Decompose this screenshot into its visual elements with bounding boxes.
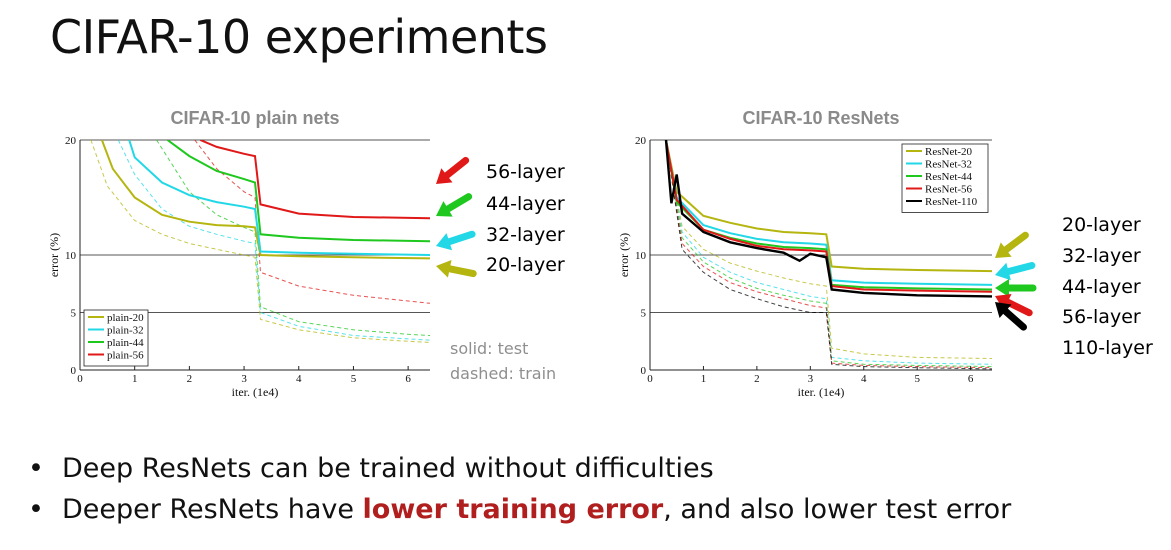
resnet-arrow-label: 56-layer bbox=[1062, 306, 1141, 328]
y-tick-label: 10 bbox=[635, 250, 647, 262]
x-tick-label: 5 bbox=[914, 373, 920, 385]
x-tick-label: 3 bbox=[808, 373, 814, 385]
y-tick-label: 5 bbox=[71, 308, 77, 320]
legend-box bbox=[83, 309, 149, 367]
x-tick-label: 6 bbox=[405, 373, 411, 385]
test-line-ResNet-110 bbox=[664, 140, 992, 298]
bullet-item: • Deep ResNets can be trained without dif… bbox=[28, 448, 1011, 489]
plot-area bbox=[90, 140, 430, 343]
resnet-arrow-32-layer-icon-shaft bbox=[1005, 262, 1036, 275]
plain-arrow-44-layer-icon-head bbox=[436, 201, 453, 217]
y-tick-label: 20 bbox=[635, 135, 647, 147]
resnet-arrow-label: 44-layer bbox=[1062, 276, 1141, 298]
resnet-arrow-20-layer-icon-shaft bbox=[1002, 231, 1029, 254]
plain-arrow-label: 32-layer bbox=[486, 224, 565, 246]
x-tick-label: 1 bbox=[132, 373, 138, 385]
test-line-plain-20 bbox=[100, 140, 430, 260]
x-tick-label: 0 bbox=[77, 373, 83, 385]
legend-label-plain-20: plain-20 bbox=[107, 312, 144, 324]
legend-label-plain-44: plain-44 bbox=[107, 337, 144, 349]
x-tick-label: 5 bbox=[351, 373, 357, 385]
y-tick-label: 0 bbox=[641, 365, 647, 377]
test-line-plain-44 bbox=[166, 140, 430, 243]
plain-arrow-44-layer-icon-shaft bbox=[444, 193, 473, 213]
bullet-dot-icon: • bbox=[28, 494, 44, 525]
resnet-arrow-label: 110-layer bbox=[1062, 337, 1153, 359]
y-tick-label: 20 bbox=[65, 135, 77, 147]
x-tick-label: 3 bbox=[241, 373, 247, 385]
resnet-arrow-32-layer-icon-head bbox=[995, 262, 1011, 281]
resnet-arrow-56-layer-icon-head bbox=[995, 294, 1012, 311]
plain-arrow-32-layer-icon-shaft bbox=[445, 230, 476, 246]
plain-arrow-20-layer-icon-shaft bbox=[446, 265, 477, 278]
legend-note-test: solid: test bbox=[450, 339, 528, 358]
x-tick-label: 2 bbox=[754, 373, 760, 385]
legend-label-ResNet-44: ResNet-44 bbox=[925, 171, 973, 183]
plain-arrow-label: 44-layer bbox=[486, 193, 565, 215]
resnets-chart: CIFAR-10 ResNets 0 1 2 3 4 5 6 0 5 10 20 iter. (1e4)… bbox=[617, 108, 1153, 399]
x-axis-label: iter. (1e4) bbox=[798, 385, 845, 399]
legend-note-train: dashed: train bbox=[450, 364, 556, 383]
bullet-text-tail: , and also lower test error bbox=[663, 494, 1012, 525]
legend-label-ResNet-20: ResNet-20 bbox=[925, 146, 973, 158]
bullet-list: • Deep ResNets can be trained without dif… bbox=[28, 448, 1011, 530]
train-line-ResNet-44 bbox=[665, 140, 992, 368]
train-line-ResNet-32 bbox=[665, 140, 992, 365]
x-tick-label: 4 bbox=[861, 373, 867, 385]
legend-label-ResNet-110: ResNet-110 bbox=[925, 196, 978, 208]
test-line-plain-56 bbox=[199, 140, 430, 220]
train-line-plain-32 bbox=[117, 140, 430, 341]
plain-arrow-56-layer-icon-head bbox=[436, 168, 453, 184]
train-line-ResNet-110 bbox=[665, 140, 992, 370]
bullet-dot-icon: • bbox=[28, 453, 44, 484]
bullet-highlight: lower training error bbox=[362, 494, 664, 525]
plain-arrow-56-layer-icon-shaft bbox=[443, 156, 470, 179]
resnet-arrow-44-layer-icon-head bbox=[995, 279, 1009, 297]
train-line-ResNet-20 bbox=[665, 140, 992, 359]
legend-label-ResNet-32: ResNet-32 bbox=[925, 159, 972, 171]
plain-nets-chart: CIFAR-10 plain nets 0 1 2 3 4 5 6 0 5 10 20 iter. (1… bbox=[47, 108, 565, 399]
plain-arrow-32-layer-icon-head bbox=[436, 233, 453, 251]
resnet-arrow-56-layer-icon-shaft bbox=[1004, 298, 1033, 317]
train-line-plain-56 bbox=[194, 140, 430, 304]
x-tick-label: 1 bbox=[701, 373, 707, 385]
bullet-text: Deep ResNets can be trained without diff… bbox=[62, 453, 714, 484]
plain-arrow-label: 20-layer bbox=[486, 254, 565, 276]
train-line-plain-20 bbox=[90, 140, 430, 343]
resnet-arrow-110-layer-icon-shaft bbox=[1002, 307, 1027, 331]
plot-area bbox=[664, 140, 992, 370]
legend: ResNet-20ResNet-32ResNet-44ResNet-56ResN… bbox=[901, 143, 989, 213]
chart-title: CIFAR-10 ResNets bbox=[742, 108, 899, 128]
resnet-arrow-20-layer-icon-head bbox=[995, 242, 1012, 258]
y-tick-label: 10 bbox=[65, 250, 77, 262]
test-line-ResNet-20 bbox=[665, 140, 992, 273]
chart-title: CIFAR-10 plain nets bbox=[170, 108, 339, 128]
bullet-text: Deeper ResNets have bbox=[62, 494, 363, 525]
x-tick-label: 4 bbox=[296, 373, 302, 385]
plain-arrow-20-layer-icon-head bbox=[436, 259, 452, 278]
y-tick-label: 5 bbox=[641, 308, 647, 320]
y-tick-label: 0 bbox=[71, 365, 77, 377]
y-axis-label: error (%) bbox=[617, 233, 631, 277]
resnet-arrow-label: 32-layer bbox=[1062, 245, 1141, 267]
legend-label-ResNet-56: ResNet-56 bbox=[925, 184, 973, 196]
train-line-plain-44 bbox=[156, 140, 430, 336]
x-tick-label: 6 bbox=[968, 373, 974, 385]
test-line-plain-32 bbox=[128, 140, 430, 256]
plain-arrow-label: 56-layer bbox=[486, 161, 565, 183]
legend-label-plain-32: plain-32 bbox=[107, 325, 144, 337]
x-tick-label: 2 bbox=[187, 373, 193, 385]
legend-label-plain-56: plain-56 bbox=[107, 350, 144, 362]
resnet-arrow-110-layer-icon-head bbox=[995, 302, 1012, 318]
x-axis-label: iter. (1e4) bbox=[232, 385, 279, 399]
test-line-ResNet-32 bbox=[665, 140, 992, 286]
x-tick-label: 0 bbox=[647, 373, 653, 385]
test-line-ResNet-56 bbox=[665, 140, 992, 293]
resnet-arrow-label: 20-layer bbox=[1062, 214, 1141, 236]
y-axis-label: error (%) bbox=[47, 233, 61, 277]
bullet-item: • Deeper ResNets have lower training erro… bbox=[28, 489, 1011, 530]
slide-title: CIFAR-10 experiments bbox=[50, 10, 548, 64]
